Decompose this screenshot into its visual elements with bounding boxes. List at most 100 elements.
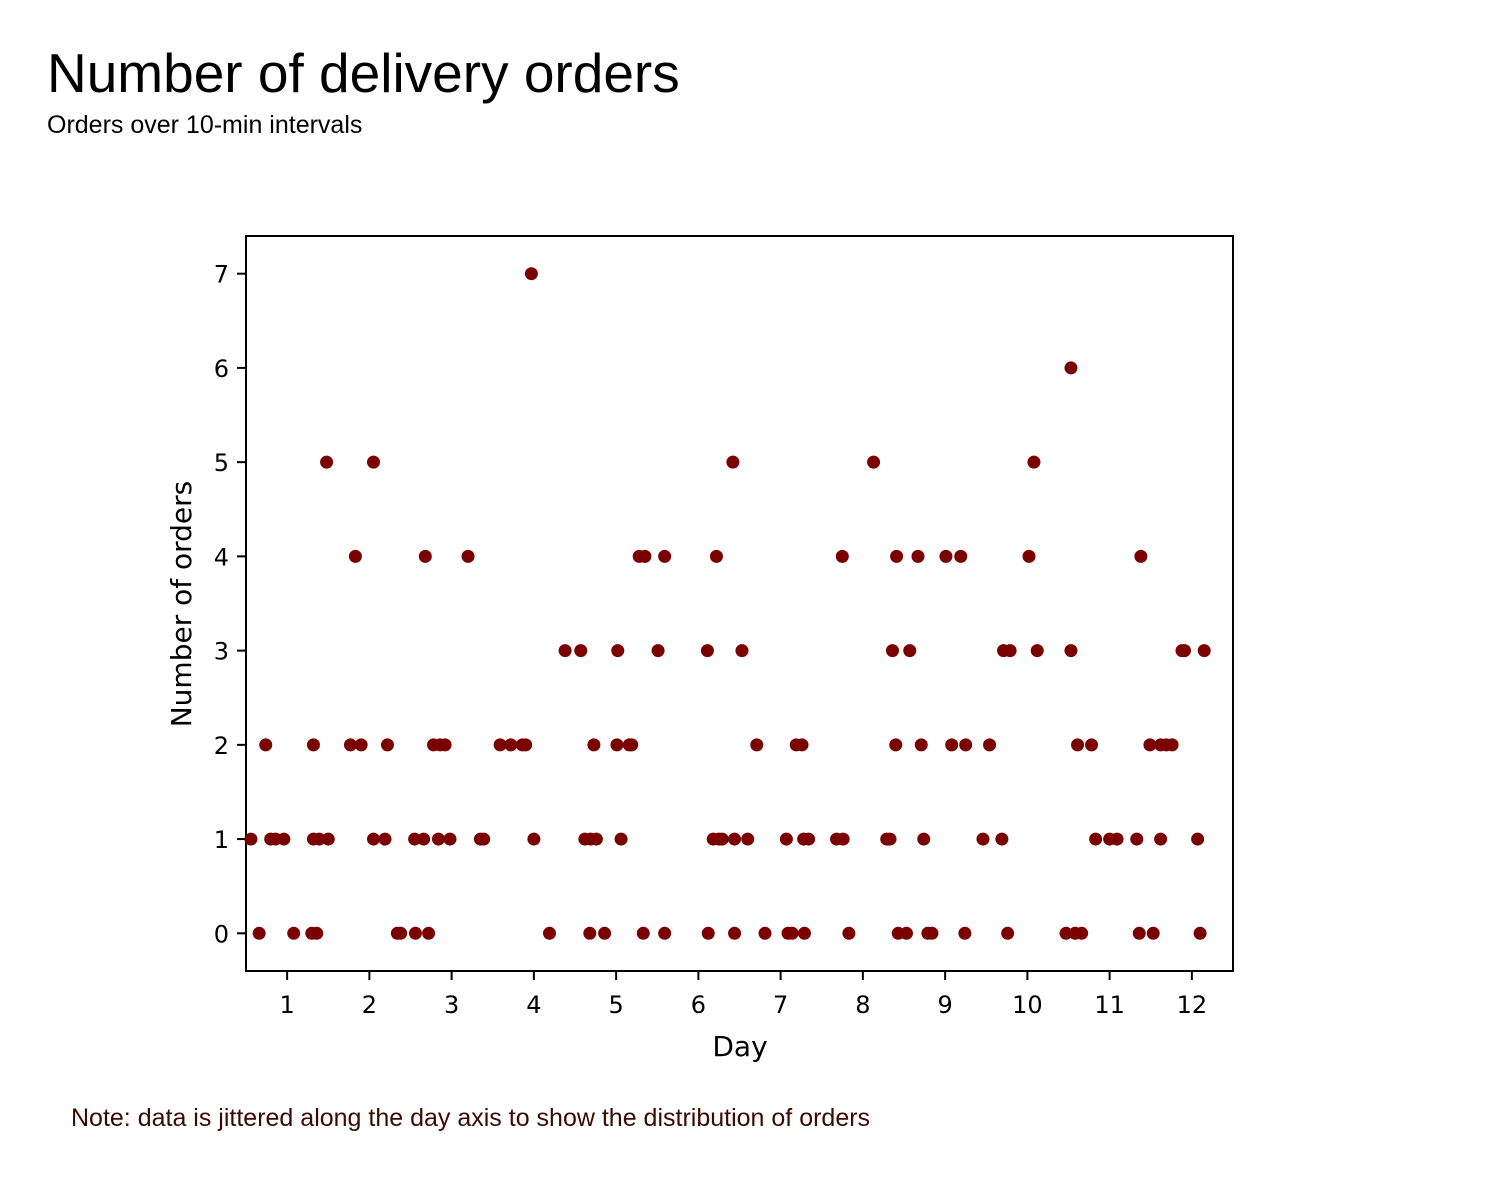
data-point — [417, 832, 431, 846]
data-point — [1001, 926, 1015, 940]
x-tick-label: 9 — [937, 991, 952, 1019]
data-point — [527, 832, 541, 846]
data-point — [914, 738, 928, 752]
data-point — [802, 832, 816, 846]
data-point — [885, 644, 899, 658]
data-point — [1191, 832, 1205, 846]
data-point — [959, 738, 973, 752]
x-tick-label: 2 — [362, 991, 377, 1019]
y-axis-ticks: 0 1 2 3 4 5 6 7 — [214, 261, 246, 948]
data-point — [636, 926, 650, 940]
data-point — [461, 549, 475, 563]
data-point — [945, 738, 959, 752]
data-point — [785, 926, 799, 940]
data-point — [995, 832, 1009, 846]
y-tick-label: 5 — [214, 449, 229, 477]
data-point — [917, 832, 931, 846]
data-point — [431, 832, 445, 846]
data-point — [252, 926, 266, 940]
data-point — [890, 549, 904, 563]
data-point — [911, 549, 925, 563]
data-point — [312, 832, 326, 846]
data-point — [611, 644, 625, 658]
data-point — [380, 738, 394, 752]
data-point — [443, 832, 457, 846]
data-point — [558, 644, 572, 658]
data-point — [1003, 644, 1017, 658]
x-tick-label: 10 — [1012, 991, 1043, 1019]
data-point — [899, 926, 913, 940]
x-tick-label: 1 — [279, 991, 294, 1019]
data-point — [277, 832, 291, 846]
data-point — [939, 549, 953, 563]
data-point — [306, 738, 320, 752]
data-point — [1130, 832, 1144, 846]
data-point — [709, 549, 723, 563]
data-point — [779, 832, 793, 846]
data-point — [1134, 549, 1148, 563]
data-point — [797, 926, 811, 940]
data-point — [651, 644, 665, 658]
data-point — [348, 549, 362, 563]
data-point — [587, 738, 601, 752]
data-point — [1030, 644, 1044, 658]
data-point — [408, 832, 422, 846]
data-point — [366, 832, 380, 846]
data-point — [758, 926, 772, 940]
data-point — [422, 926, 436, 940]
data-point — [598, 926, 612, 940]
x-tick-label: 3 — [444, 991, 459, 1019]
data-point — [610, 738, 624, 752]
y-tick-label: 2 — [214, 732, 229, 760]
x-axis-label: Day — [712, 1030, 767, 1063]
x-tick-label: 5 — [608, 991, 623, 1019]
data-point — [842, 926, 856, 940]
data-point — [638, 549, 652, 563]
data-point — [504, 738, 518, 752]
footnote: Note: data is jittered along the day axi… — [71, 1104, 871, 1132]
data-point — [259, 738, 273, 752]
data-point — [320, 455, 334, 469]
data-point — [394, 926, 408, 940]
data-point — [701, 926, 715, 940]
data-point — [883, 832, 897, 846]
data-point — [958, 926, 972, 940]
y-tick-label: 1 — [214, 826, 229, 854]
data-point — [889, 738, 903, 752]
plot-frame — [245, 235, 1234, 972]
data-point — [658, 549, 672, 563]
data-point — [976, 832, 990, 846]
data-point — [1154, 832, 1168, 846]
data-point — [1110, 832, 1124, 846]
data-point — [321, 832, 335, 846]
data-point — [726, 455, 740, 469]
data-point — [438, 738, 452, 752]
data-point — [583, 926, 597, 940]
data-point — [867, 455, 881, 469]
data-point — [1064, 361, 1078, 375]
data-point — [1193, 926, 1207, 940]
data-point — [700, 644, 714, 658]
data-point — [795, 738, 809, 752]
data-point — [658, 926, 672, 940]
x-tick-label: 7 — [773, 991, 788, 1019]
data-point — [1027, 455, 1041, 469]
data-point — [1085, 738, 1099, 752]
data-point — [1071, 738, 1085, 752]
data-point — [408, 926, 422, 940]
data-point — [1075, 926, 1089, 940]
data-point — [1177, 644, 1191, 658]
data-point — [1089, 832, 1103, 846]
data-point — [983, 738, 997, 752]
data-point — [354, 738, 368, 752]
data-point — [1022, 549, 1036, 563]
data-point — [310, 926, 324, 940]
data-point — [493, 738, 507, 752]
data-point — [750, 738, 764, 752]
chart-title: Number of delivery orders — [47, 42, 680, 104]
data-point — [477, 832, 491, 846]
y-axis-label: Number of orders — [165, 481, 198, 728]
x-tick-label: 6 — [691, 991, 706, 1019]
x-axis-ticks: 1 2 3 4 5 6 7 8 9 10 11 12 — [279, 971, 1207, 1019]
y-tick-label: 3 — [214, 638, 229, 666]
